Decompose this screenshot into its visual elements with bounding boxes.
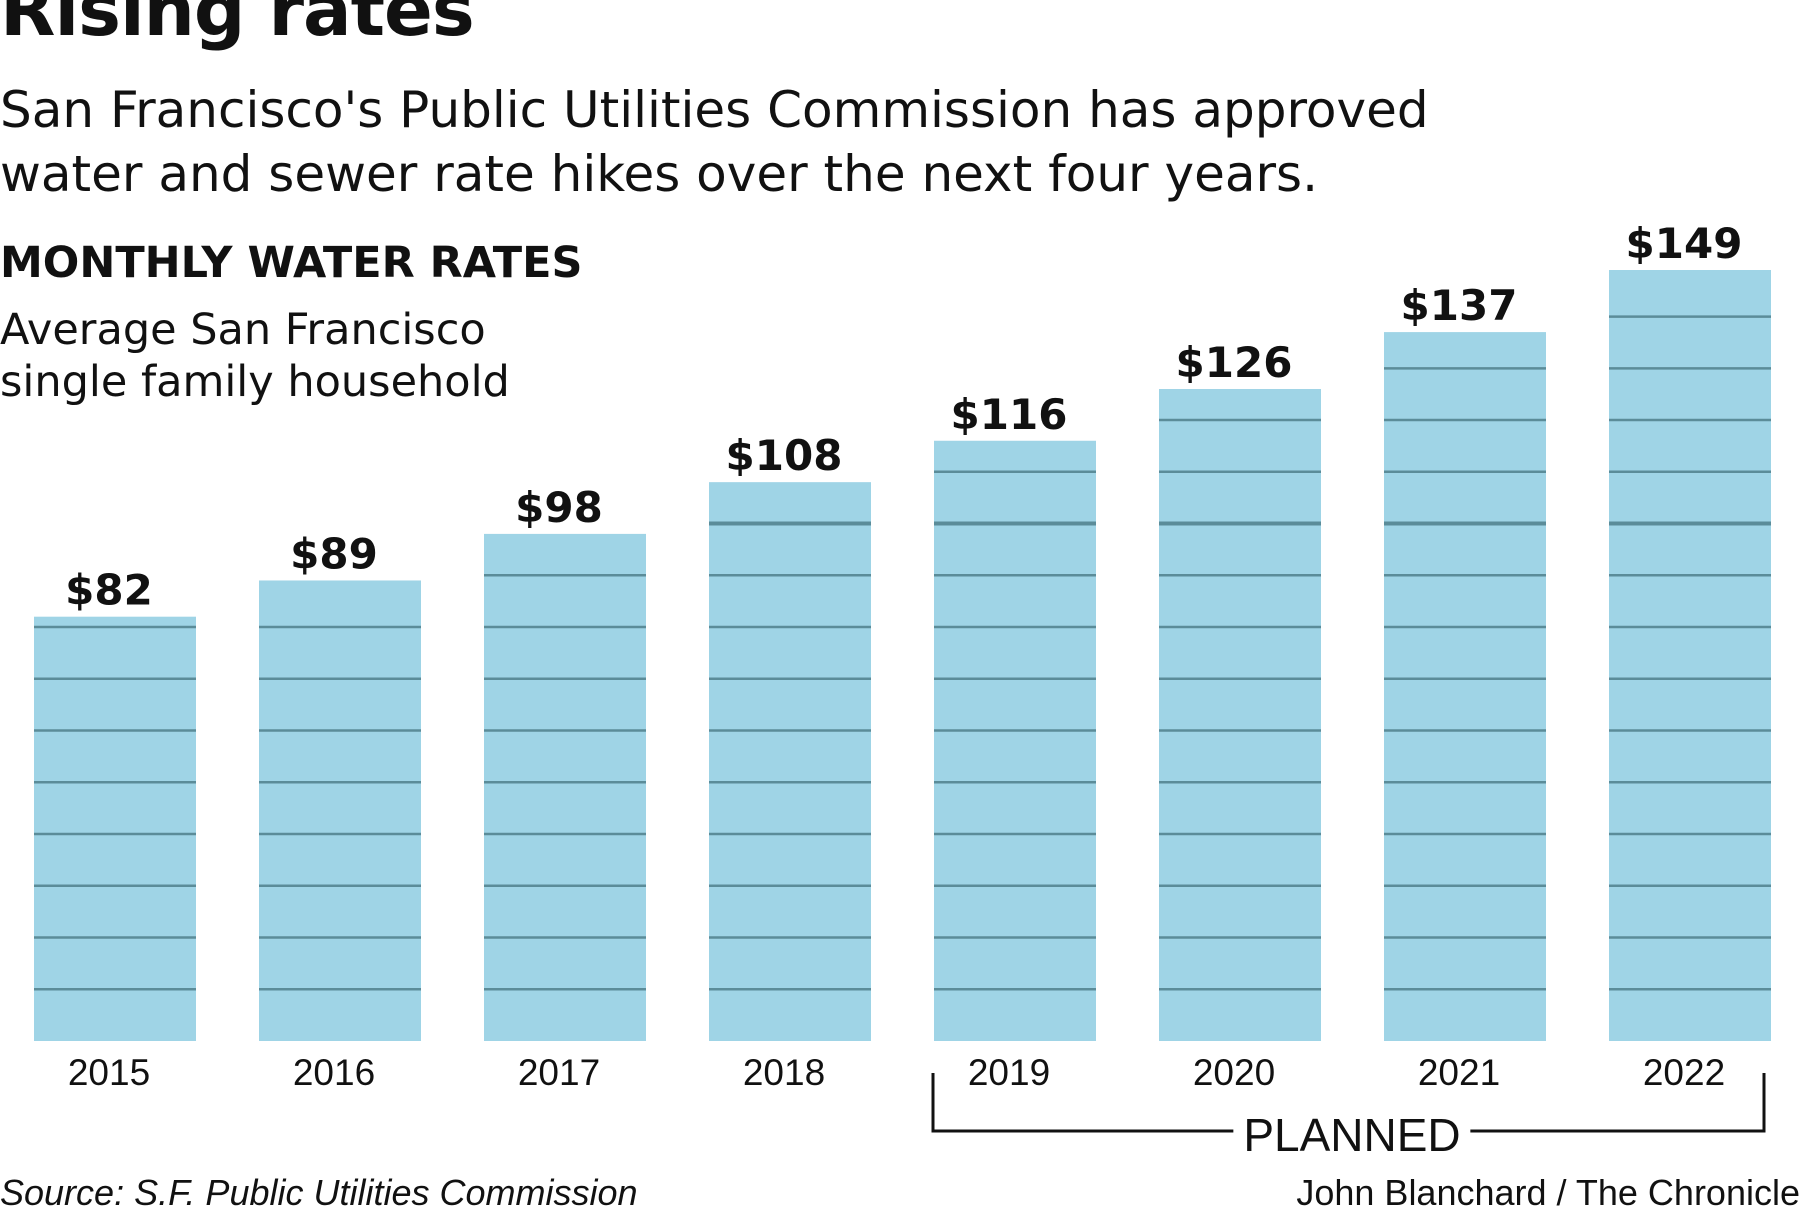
credit-note: John Blanchard / The Chronicle xyxy=(1296,1172,1800,1213)
bar-2018 xyxy=(709,482,871,1041)
x-tick-label-2019: 2019 xyxy=(968,1052,1050,1093)
value-label-2022: $149 xyxy=(1626,219,1743,268)
bar-2017 xyxy=(484,533,646,1041)
description-line-2: single family household xyxy=(0,357,510,407)
bar-2016 xyxy=(259,580,421,1041)
planned-bracket-label: PLANNED xyxy=(1233,1108,1471,1162)
x-tick-label-2018: 2018 xyxy=(743,1052,825,1093)
value-label-2015: $82 xyxy=(65,566,153,615)
x-tick-label-2021: 2021 xyxy=(1418,1052,1500,1093)
value-label-2017: $98 xyxy=(515,483,603,532)
bar-2015 xyxy=(34,616,196,1041)
x-tick-label-2020: 2020 xyxy=(1193,1052,1275,1093)
value-label-2019: $116 xyxy=(951,390,1068,439)
chart-title: Rising rates xyxy=(0,0,475,52)
subtitle-line-2: water and sewer rate hikes over the next… xyxy=(0,145,1318,203)
x-tick-label-2015: 2015 xyxy=(68,1052,150,1093)
subtitle-line-1: San Francisco's Public Utilities Commiss… xyxy=(0,81,1429,139)
bar-2021 xyxy=(1384,332,1546,1041)
bar-2019 xyxy=(934,440,1096,1041)
x-tick-label-2017: 2017 xyxy=(518,1052,600,1093)
description-line-1: Average San Francisco xyxy=(0,305,486,355)
value-label-2020: $126 xyxy=(1176,338,1293,387)
section-title: MONTHLY WATER RATES xyxy=(0,238,583,288)
value-label-2018: $108 xyxy=(726,431,843,480)
bar-2022 xyxy=(1609,270,1771,1041)
value-label-2021: $137 xyxy=(1401,281,1518,330)
value-label-2016: $89 xyxy=(290,529,378,578)
x-tick-label-2022: 2022 xyxy=(1643,1052,1725,1093)
planned-label: PLANNED xyxy=(1233,1109,1471,1161)
x-tick-label-2016: 2016 xyxy=(293,1052,375,1093)
bar-2020 xyxy=(1159,389,1321,1041)
source-note: Source: S.F. Public Utilities Commission xyxy=(0,1172,638,1213)
